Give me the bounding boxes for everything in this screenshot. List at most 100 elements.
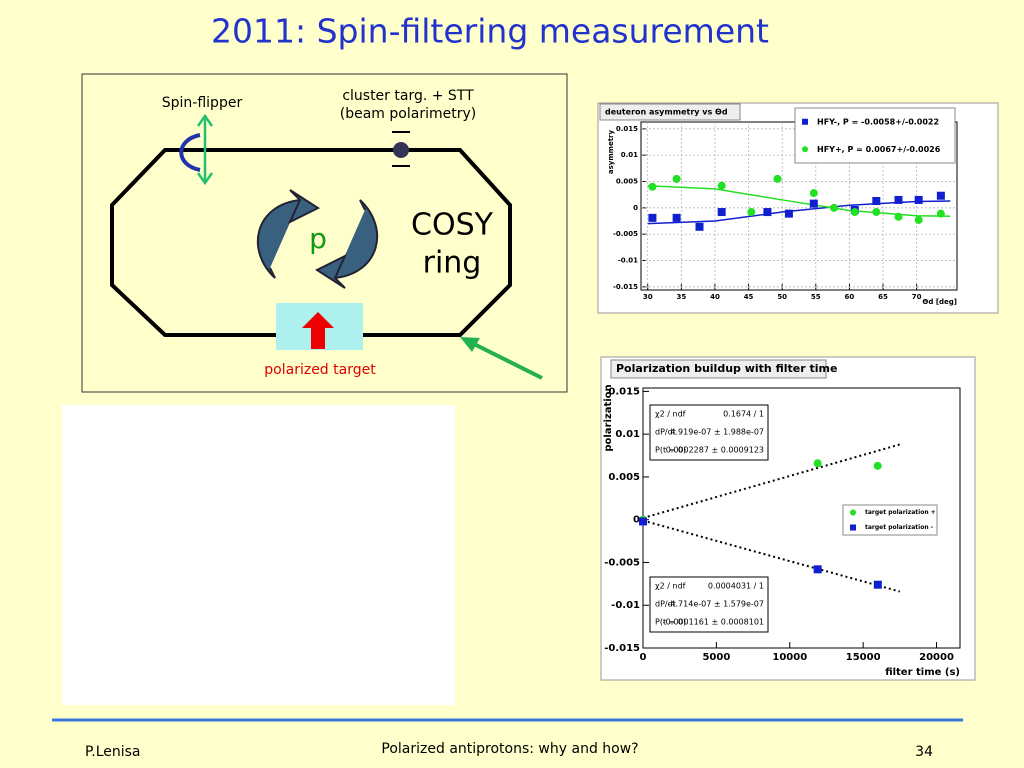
y-tick-label: 0 xyxy=(633,204,638,212)
marker xyxy=(672,174,681,183)
target-arrow xyxy=(302,312,334,349)
stats-box xyxy=(649,576,769,633)
marker xyxy=(648,213,657,222)
y-tick-label: -0.01 xyxy=(618,257,638,265)
y-tick-label: 0.01 xyxy=(621,151,638,159)
marker xyxy=(763,208,772,217)
stats-value: -0.0001161 ± 0.0008101 xyxy=(663,618,764,627)
rotation-arrow xyxy=(314,199,379,289)
legend-label: target polarization - xyxy=(865,524,934,531)
stats-value: 0.0004031 / 1 xyxy=(708,582,764,591)
y-tick-label: 0.005 xyxy=(608,472,640,483)
legend-label: target polarization + xyxy=(865,509,936,516)
marker xyxy=(850,208,859,217)
marker xyxy=(717,208,726,217)
x-tick-label: 65 xyxy=(878,293,888,301)
spin-arrow-head xyxy=(196,113,214,127)
y-tick-label: -0.005 xyxy=(604,557,640,568)
cluster-target xyxy=(393,142,409,158)
legend-label: HFY+, P = 0.0067+/-0.0026 xyxy=(817,145,941,154)
marker xyxy=(873,580,882,589)
y-tick-label: 0.01 xyxy=(615,429,640,440)
marker xyxy=(773,174,782,183)
pointer-arrow-head xyxy=(460,337,480,352)
marker xyxy=(809,189,818,198)
legend-marker xyxy=(802,146,808,153)
stats-key: P(t = 0) xyxy=(655,446,686,455)
marker xyxy=(894,212,903,221)
marker xyxy=(813,565,822,574)
legend-marker xyxy=(850,524,856,531)
y-tick-label: 0.015 xyxy=(616,125,638,133)
marker xyxy=(914,215,923,224)
stats-key: χ2 / ndf xyxy=(655,410,686,419)
marker xyxy=(872,208,881,217)
marker xyxy=(648,182,657,191)
chart-title: deuteron asymmetry vs Θd xyxy=(605,108,728,117)
legend-box xyxy=(842,504,938,536)
chart-title-box xyxy=(599,103,741,121)
x-tick-label: 30 xyxy=(643,293,653,301)
x-tick-label: 50 xyxy=(777,293,787,301)
label: cluster targ. + STT xyxy=(342,88,474,104)
marker xyxy=(639,517,647,526)
x-tick-label: 55 xyxy=(811,293,821,301)
slide-title: 2011: Spin-filtering measurement xyxy=(211,12,769,51)
y-tick-label: -0.015 xyxy=(613,283,638,291)
y-tick-label: -0.005 xyxy=(613,230,638,238)
marker xyxy=(914,195,923,204)
x-tick-label: 70 xyxy=(912,293,922,301)
footer-page: 34 xyxy=(915,744,933,760)
flip-arc xyxy=(179,133,201,172)
legend-marker xyxy=(802,118,808,125)
label: Spin-flipper xyxy=(162,95,243,111)
marker xyxy=(873,461,882,470)
marker xyxy=(829,203,838,212)
x-tick-label: 5000 xyxy=(702,652,730,663)
ring-outline xyxy=(110,148,512,337)
footer-talk: Polarized antiprotons: why and how? xyxy=(381,741,638,757)
x-tick-label: 15000 xyxy=(846,652,881,663)
stats-box xyxy=(649,404,769,461)
y-tick-label: -0.01 xyxy=(611,600,640,611)
marker xyxy=(936,191,945,200)
stats-value: 0.0002287 ± 0.0009123 xyxy=(666,446,764,455)
marker xyxy=(717,181,726,190)
ring-label: COSY xyxy=(411,208,494,243)
x-tick-label: 10000 xyxy=(772,652,807,663)
ring-label: ring xyxy=(423,246,482,281)
x-axis-label: Θd [deg] xyxy=(922,298,957,306)
target-label: polarized target xyxy=(264,362,376,378)
stats-value: 4.919e-07 ± 1.988e-07 xyxy=(670,428,764,437)
rotation-arrow xyxy=(256,189,321,279)
y-tick-label: 0.005 xyxy=(616,178,638,186)
marker xyxy=(936,209,945,218)
x-tick-label: 45 xyxy=(744,293,754,301)
marker xyxy=(813,459,822,468)
stats-key: χ2 / ndf xyxy=(655,582,686,591)
blank-panel xyxy=(62,405,455,705)
legend-box xyxy=(794,107,956,164)
legend-label: HFY-, P = -0.0058+/-0.0022 xyxy=(817,117,939,126)
marker xyxy=(872,196,881,205)
marker xyxy=(672,213,681,222)
spin-arrow-head xyxy=(196,172,214,186)
stats-key: P(t = 0) xyxy=(655,618,686,627)
y-tick-label: 0.015 xyxy=(608,386,640,397)
y-tick-label: -0.015 xyxy=(604,643,640,654)
marker xyxy=(784,209,793,218)
marker xyxy=(894,195,903,204)
y-axis-label: polarization xyxy=(603,384,614,451)
particle-label: p xyxy=(309,222,327,255)
chart-title: Polarization buildup with filter time xyxy=(616,362,837,375)
x-tick-label: 60 xyxy=(845,293,855,301)
x-tick-label: 20000 xyxy=(919,652,954,663)
marker xyxy=(747,208,756,217)
stats-value: -4.714e-07 ± 1.579e-07 xyxy=(668,600,764,609)
marker xyxy=(695,222,704,231)
legend-marker xyxy=(850,509,856,516)
x-tick-label: 40 xyxy=(710,293,720,301)
y-axis-label: asymmetry xyxy=(607,129,615,174)
